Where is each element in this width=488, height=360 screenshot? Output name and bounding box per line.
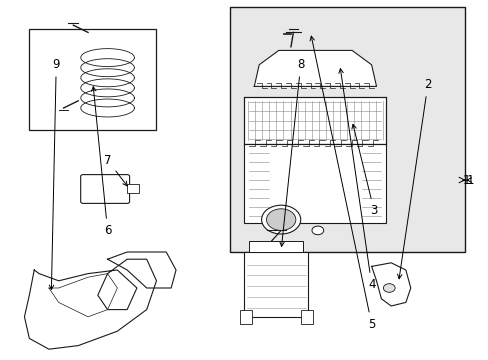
- Bar: [249, 241, 303, 252]
- Bar: [300, 310, 312, 324]
- Bar: [29, 29, 156, 130]
- Circle shape: [311, 226, 323, 235]
- Polygon shape: [24, 259, 156, 349]
- Text: 8: 8: [279, 58, 304, 246]
- Polygon shape: [107, 252, 176, 288]
- Circle shape: [261, 205, 300, 234]
- Bar: [239, 310, 251, 324]
- Bar: [244, 252, 307, 317]
- Polygon shape: [371, 263, 410, 306]
- Text: 4: 4: [338, 69, 375, 291]
- Bar: [127, 184, 139, 193]
- Bar: [244, 97, 386, 144]
- Text: 3: 3: [351, 124, 377, 217]
- Text: 1: 1: [466, 174, 474, 186]
- Bar: [244, 144, 386, 223]
- Circle shape: [266, 209, 295, 230]
- Circle shape: [383, 284, 394, 292]
- Text: 6: 6: [91, 87, 111, 237]
- Bar: [229, 7, 464, 252]
- Text: 7: 7: [103, 154, 127, 186]
- Text: 9: 9: [49, 58, 60, 289]
- Polygon shape: [254, 50, 376, 86]
- Text: 1: 1: [462, 174, 470, 186]
- Text: 5: 5: [309, 36, 375, 330]
- FancyBboxPatch shape: [81, 175, 129, 203]
- Text: 2: 2: [397, 78, 431, 279]
